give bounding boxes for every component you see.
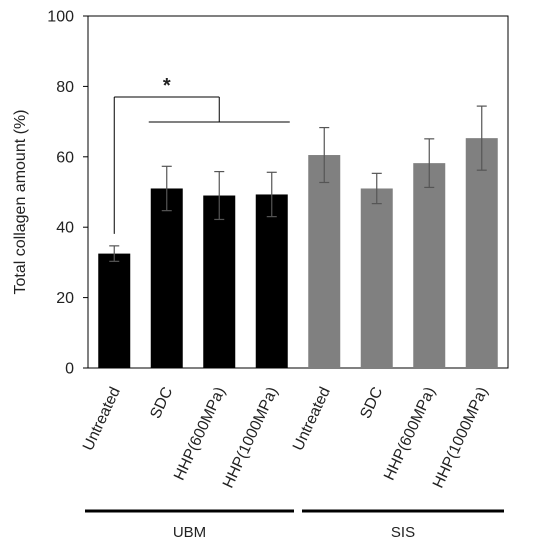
y-tick-label: 80 (56, 79, 74, 96)
bar (98, 253, 131, 368)
group-label: UBM (173, 524, 206, 541)
bar (150, 188, 183, 368)
plot-frame (87, 15, 509, 369)
y-tick-label: 0 (65, 361, 74, 378)
y-tick-label: 40 (56, 220, 74, 237)
y-tick-label: 60 (56, 149, 74, 166)
bar (203, 195, 236, 368)
category-label: SDC (147, 385, 176, 422)
category-label: Untreated (290, 385, 334, 454)
bar (465, 138, 498, 368)
category-label: HHP(1000MPa) (220, 385, 282, 491)
category-label: SDC (357, 385, 386, 422)
bar (308, 155, 341, 368)
category-label: HHP(600MPa) (381, 385, 439, 484)
bar (255, 194, 288, 368)
significance-label: * (163, 75, 171, 97)
bar (360, 188, 393, 368)
category-label: HHP(600MPa) (171, 385, 229, 484)
category-label: Untreated (80, 385, 124, 454)
y-tick-label: 100 (47, 9, 74, 26)
bar (413, 163, 446, 368)
category-label: HHP(1000MPa) (430, 385, 492, 491)
group-label: SIS (391, 524, 415, 541)
y-axis-title: Total collagen amount (%) (12, 110, 29, 295)
y-tick-label: 20 (56, 290, 74, 307)
